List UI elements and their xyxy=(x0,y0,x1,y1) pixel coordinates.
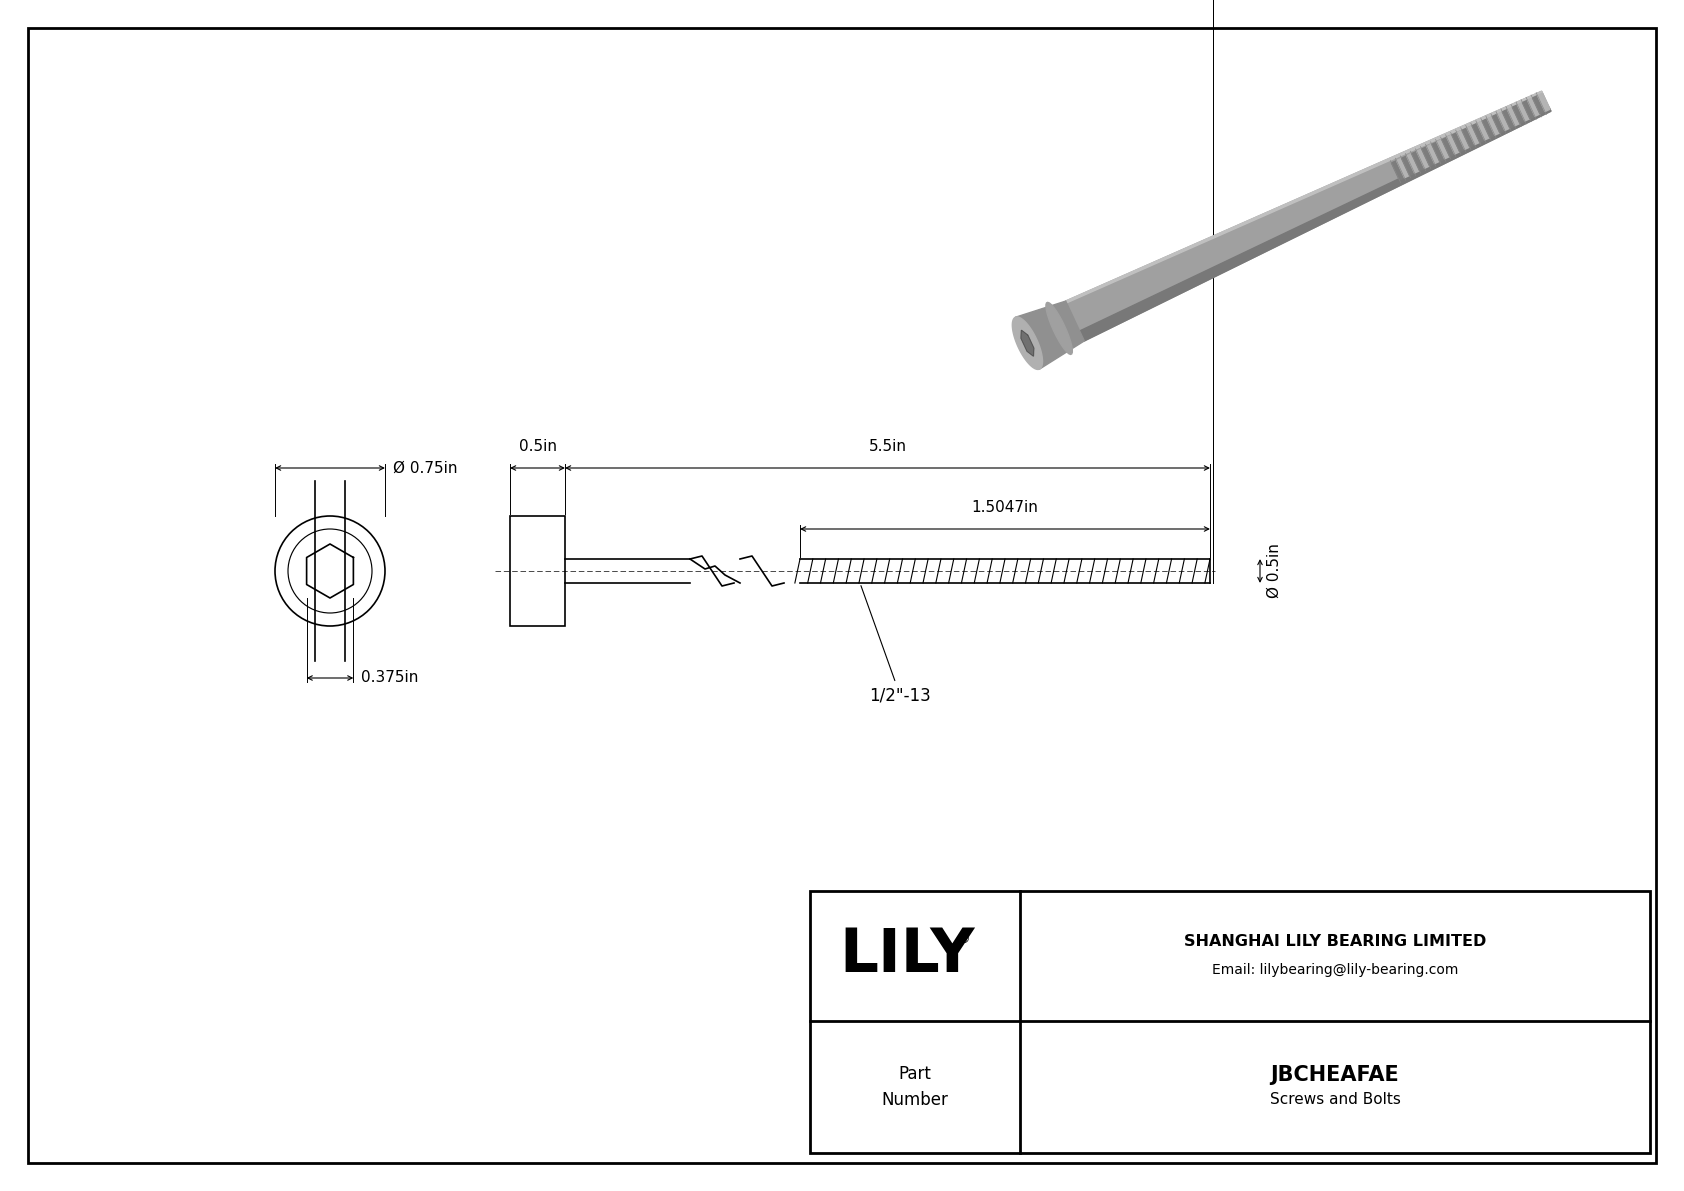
Polygon shape xyxy=(1537,93,1549,112)
Polygon shape xyxy=(1391,161,1404,180)
Text: 1/2"-13: 1/2"-13 xyxy=(861,586,931,704)
Text: 1.5047in: 1.5047in xyxy=(972,500,1039,515)
Text: Ø 0.75in: Ø 0.75in xyxy=(392,461,458,475)
Text: Part
Number: Part Number xyxy=(881,1065,948,1109)
Polygon shape xyxy=(1512,105,1526,124)
Text: 5.5in: 5.5in xyxy=(869,439,906,454)
Polygon shape xyxy=(1522,100,1534,119)
Polygon shape xyxy=(1416,149,1430,168)
Polygon shape xyxy=(1411,151,1425,170)
Polygon shape xyxy=(1487,117,1500,136)
Polygon shape xyxy=(1532,95,1544,114)
Polygon shape xyxy=(1457,131,1470,149)
Polygon shape xyxy=(1426,144,1440,163)
Text: Email: lilybearing@lily-bearing.com: Email: lilybearing@lily-bearing.com xyxy=(1212,964,1458,977)
Text: ®: ® xyxy=(957,934,970,947)
Polygon shape xyxy=(1012,317,1042,369)
Polygon shape xyxy=(1021,330,1034,356)
Polygon shape xyxy=(1066,92,1543,303)
Text: Ø 0.5in: Ø 0.5in xyxy=(1266,543,1282,598)
Polygon shape xyxy=(1527,98,1539,117)
Polygon shape xyxy=(1442,137,1455,156)
Polygon shape xyxy=(1482,119,1495,138)
Bar xyxy=(810,891,1650,1153)
Text: 0.375in: 0.375in xyxy=(362,671,419,686)
Polygon shape xyxy=(1401,156,1415,175)
Polygon shape xyxy=(1517,102,1531,121)
Polygon shape xyxy=(1436,139,1450,158)
Polygon shape xyxy=(1447,135,1460,154)
Polygon shape xyxy=(1431,142,1445,161)
Text: 0.5in: 0.5in xyxy=(519,439,556,454)
Polygon shape xyxy=(1406,154,1420,173)
Text: JBCHEAFAE: JBCHEAFAE xyxy=(1271,1065,1399,1085)
Polygon shape xyxy=(1472,124,1485,143)
Bar xyxy=(510,516,566,626)
Polygon shape xyxy=(1502,110,1516,129)
Polygon shape xyxy=(1015,301,1084,369)
Text: SHANGHAI LILY BEARING LIMITED: SHANGHAI LILY BEARING LIMITED xyxy=(1184,935,1487,949)
Polygon shape xyxy=(1066,92,1551,341)
Polygon shape xyxy=(1492,114,1505,133)
Polygon shape xyxy=(1079,107,1551,341)
Polygon shape xyxy=(1462,129,1475,146)
Polygon shape xyxy=(1507,107,1521,126)
Polygon shape xyxy=(1396,158,1410,177)
Polygon shape xyxy=(1046,303,1073,355)
Polygon shape xyxy=(1452,132,1465,151)
Polygon shape xyxy=(1467,126,1480,144)
Text: LILY: LILY xyxy=(839,927,975,985)
Polygon shape xyxy=(1477,121,1490,141)
Text: Screws and Bolts: Screws and Bolts xyxy=(1270,1091,1401,1106)
Polygon shape xyxy=(1421,146,1435,166)
Polygon shape xyxy=(1497,112,1511,131)
